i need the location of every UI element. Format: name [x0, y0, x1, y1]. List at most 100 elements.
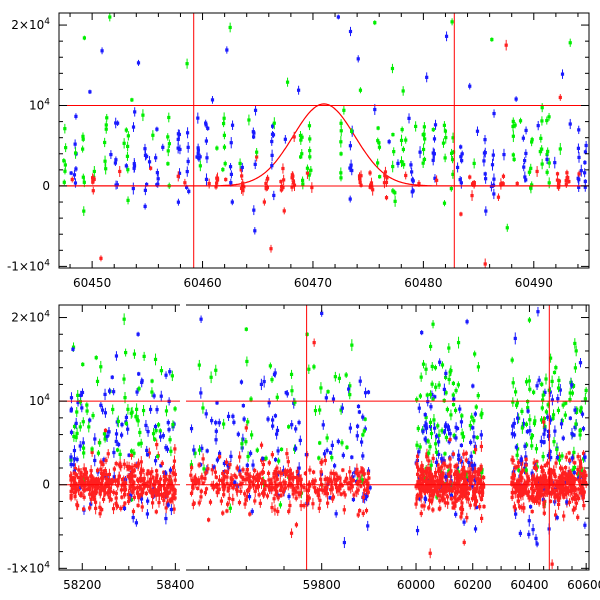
data-point	[455, 497, 459, 503]
data-point	[170, 486, 174, 492]
data-point	[472, 158, 476, 169]
data-point	[269, 244, 273, 253]
data-point	[140, 378, 144, 384]
data-point	[95, 467, 100, 474]
bottom-plot-right	[189, 305, 588, 569]
data-point	[339, 136, 343, 148]
data-point	[426, 396, 430, 407]
data-point	[171, 420, 175, 429]
data-point	[261, 489, 265, 497]
data-point	[222, 112, 226, 125]
data-point	[565, 173, 569, 183]
data-point	[361, 432, 365, 438]
data-point	[425, 448, 429, 460]
data-point	[548, 499, 553, 504]
data-point	[85, 406, 89, 416]
data-point	[108, 13, 112, 22]
data-point	[275, 464, 279, 472]
data-point	[541, 395, 545, 405]
data-point	[427, 505, 431, 511]
data-point	[332, 474, 337, 484]
data-point	[196, 147, 200, 154]
y-tick-label: 0	[42, 478, 50, 492]
data-point	[470, 459, 474, 471]
data-point	[253, 474, 258, 484]
data-point	[244, 437, 248, 446]
data-point	[62, 158, 66, 164]
data-point	[94, 490, 98, 495]
data-point	[459, 469, 463, 481]
data-point	[119, 431, 124, 439]
data-point	[453, 463, 457, 470]
data-point	[272, 494, 276, 504]
data-point	[358, 376, 362, 387]
data-point	[297, 473, 301, 485]
data-point	[215, 145, 219, 151]
data-point	[290, 173, 294, 182]
data-point	[339, 491, 343, 497]
data-point	[248, 511, 252, 517]
data-point	[112, 447, 116, 458]
data-point	[90, 480, 94, 492]
data-point	[138, 427, 142, 438]
data-point	[89, 480, 93, 489]
data-point	[279, 447, 284, 452]
data-point	[136, 414, 140, 427]
data-point	[419, 490, 423, 496]
data-point	[583, 453, 587, 461]
data-point	[565, 497, 569, 506]
data-point	[72, 423, 77, 430]
data-point	[376, 125, 380, 131]
data-point	[252, 130, 256, 136]
data-point	[393, 195, 397, 207]
data-point	[429, 487, 433, 495]
data-point	[419, 372, 423, 382]
data-point	[435, 175, 439, 186]
data-point	[235, 483, 239, 496]
data-point	[124, 348, 128, 357]
data-point	[320, 486, 324, 495]
data-point	[242, 184, 246, 190]
data-point	[477, 472, 481, 477]
data-point	[545, 154, 549, 164]
data-point	[491, 149, 495, 161]
data-point	[114, 501, 118, 506]
y-tick-label: 0	[42, 179, 50, 193]
data-point	[552, 466, 556, 476]
data-point	[82, 471, 86, 478]
data-point	[141, 467, 145, 474]
data-point	[74, 432, 78, 443]
data-point	[284, 390, 288, 395]
data-point	[417, 403, 421, 414]
data-point	[361, 509, 365, 518]
data-point	[537, 499, 541, 507]
data-point	[576, 513, 580, 521]
data-point	[116, 481, 120, 491]
data-point	[294, 521, 299, 528]
data-point	[338, 474, 342, 482]
data-point	[475, 126, 480, 137]
data-point	[434, 433, 439, 440]
data-point	[540, 116, 544, 126]
data-point	[154, 489, 158, 502]
data-point	[547, 177, 551, 189]
data-point	[512, 156, 516, 162]
data-point	[201, 453, 205, 465]
data-point	[583, 521, 587, 529]
data-point	[226, 488, 230, 494]
data-point	[194, 477, 198, 489]
data-point	[539, 435, 543, 448]
data-point	[527, 488, 531, 496]
data-point	[278, 501, 283, 509]
data-point	[264, 479, 268, 492]
data-point	[246, 417, 250, 426]
data-point	[225, 508, 229, 514]
data-point	[81, 506, 86, 512]
data-point	[442, 383, 446, 396]
data-point	[571, 476, 575, 483]
data-point	[410, 167, 414, 177]
data-point	[164, 371, 168, 380]
data-point	[458, 176, 462, 184]
data-point	[414, 121, 418, 132]
